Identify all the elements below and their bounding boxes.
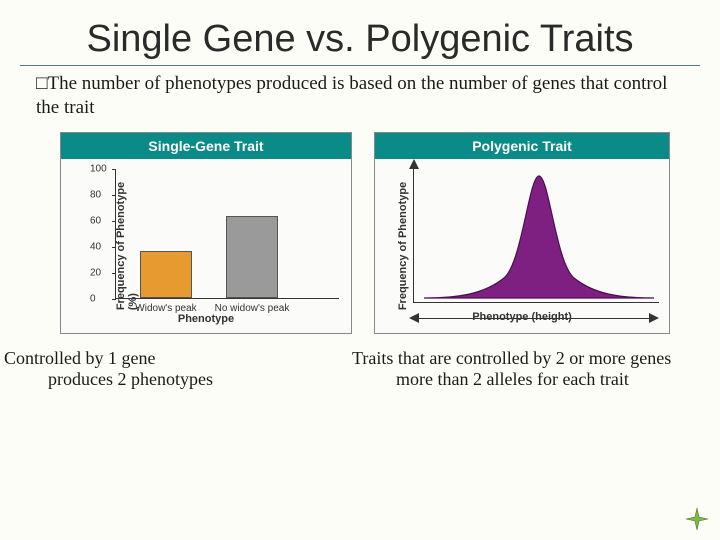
caption-left: Controlled by 1 gene produces 2 phenotyp… [4,348,344,390]
caption-left-line1: Controlled by 1 gene [4,348,344,369]
sparkle-icon [684,506,710,532]
bar [140,251,192,298]
ytick: 40 [90,241,101,252]
caption-right-line2: more than 2 alleles for each trait [352,369,710,390]
captions-row: Controlled by 1 gene produces 2 phenotyp… [0,334,720,390]
caption-right-line1: Traits that are controlled by 2 or more … [352,348,710,369]
chart-body-right: Frequency of Phenotype Phenotype (height… [375,159,669,333]
ytick: 0 [90,293,96,304]
caption-left-line2: produces 2 phenotypes [4,369,344,390]
bar-plot-area: 020406080100Widow's peakNo widow's peak [115,169,339,299]
single-gene-chart: Single-Gene Trait Frequency of Phenotype… [60,132,352,334]
intro-body: The number of phenotypes produced is bas… [36,73,667,118]
chart-header-right: Polygenic Trait [375,133,669,159]
ytick: 20 [90,267,101,278]
x-axis-label-left: Phenotype [61,310,351,331]
y-axis-label-right: Frequency of Phenotype [397,181,409,309]
intro-text: □The number of phenotypes produced is ba… [0,66,720,120]
x-axis-label-right: Phenotype (height) [375,308,669,329]
chart-body-left: Frequency of Phenotype(%) 020406080100Wi… [61,159,351,333]
chart-header-left: Single-Gene Trait [61,133,351,159]
polygenic-chart: Polygenic Trait Frequency of Phenotype P… [374,132,670,334]
bell-curve [414,168,662,302]
charts-row: Single-Gene Trait Frequency of Phenotype… [0,120,720,334]
bullet-icon: □ [36,73,47,94]
curve-plot-area [413,167,659,303]
caption-right: Traits that are controlled by 2 or more … [344,348,710,390]
bar [226,216,278,298]
y-arrow-icon [409,159,419,169]
page-title: Single Gene vs. Polygenic Traits [0,0,720,61]
ytick: 100 [90,163,107,174]
ytick: 60 [90,215,101,226]
ytick: 80 [90,189,101,200]
